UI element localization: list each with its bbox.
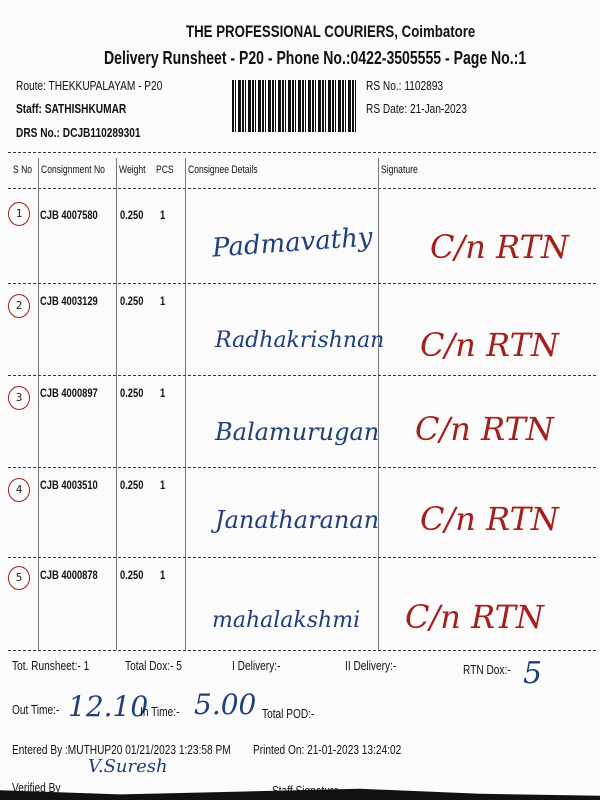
table-row: 4 CJB 4003510 0.250 1 Janatharanan C/n R… — [0, 474, 600, 564]
row-number: 4 — [8, 478, 30, 502]
divider — [8, 152, 596, 153]
tot-runsheet: Tot. Runsheet:- 1 — [12, 658, 90, 673]
barcode — [232, 80, 357, 132]
col-consignee: Consignee Details — [188, 164, 258, 176]
row-divider — [8, 650, 596, 651]
weight: 0.250 — [120, 568, 144, 582]
pcs: 1 — [160, 478, 166, 492]
i-delivery: I Delivery:- — [232, 658, 281, 673]
row-number: 2 — [8, 294, 30, 318]
consignment-no: CJB 4003129 — [40, 294, 98, 308]
row-divider — [8, 557, 596, 558]
weight: 0.250 — [120, 208, 144, 222]
consignment-no: CJB 4007580 — [40, 208, 98, 222]
col-weight: Weight — [119, 164, 146, 176]
pcs: 1 — [160, 208, 166, 222]
runsheet-subtitle: Delivery Runsheet - P20 - Phone No.:0422… — [104, 48, 527, 68]
verifier-signature: V.Suresh — [88, 756, 168, 777]
column-line — [378, 158, 379, 650]
column-line — [185, 158, 186, 650]
column-line — [38, 158, 39, 650]
route: Route: THEKKUPALAYAM - P20 — [16, 78, 163, 93]
row-divider — [8, 375, 596, 376]
row-divider — [8, 467, 596, 468]
ii-delivery: II Delivery:- — [345, 658, 397, 673]
col-sno: S No — [13, 164, 33, 176]
col-pcs: PCS — [156, 164, 174, 176]
col-signature: Signature — [381, 164, 418, 176]
entered-by: Entered By :MUTHUP20 01/21/2023 1:23:58 … — [12, 742, 231, 757]
divider — [8, 188, 596, 189]
total-dox: Total Dox:- 5 — [125, 658, 182, 673]
table-row: 2 CJB 4003129 0.250 1 Radhakrishnan C/n … — [0, 290, 600, 380]
rtn-dox-label: RTN Dox:- — [463, 662, 511, 677]
drs-number: DRS No.: DCJB110289301 — [16, 125, 141, 140]
consignment-no: CJB 4000897 — [40, 386, 98, 400]
rs-number: RS No.: 1102893 — [366, 78, 444, 93]
consignee-name: mahalakshmi — [212, 608, 361, 633]
in-time-value: 5.00 — [194, 688, 257, 721]
consignment-no: CJB 4003510 — [40, 478, 98, 492]
column-line — [116, 158, 117, 650]
consignee-name: Janatharanan — [215, 506, 380, 534]
col-consignment: Consignment No — [41, 164, 105, 176]
weight: 0.250 — [120, 294, 144, 308]
table-row: 5 CJB 4000878 0.250 1 mahalakshmi C/n RT… — [0, 564, 600, 654]
pcs: 1 — [160, 294, 166, 308]
rs-date: RS Date: 21-Jan-2023 — [366, 101, 467, 116]
row-number: 5 — [8, 566, 30, 590]
table-row: 1 CJB 4007580 0.250 1 Padmavathy C/n RTN — [0, 198, 600, 288]
pcs: 1 — [160, 568, 166, 582]
total-pod: Total POD:- — [262, 706, 315, 721]
consignee-name: Radhakrishnan — [215, 328, 385, 353]
row-divider — [8, 283, 596, 284]
consignment-no: CJB 4000878 — [40, 568, 98, 582]
consignee-name: Balamurugan — [215, 418, 380, 446]
company-title: THE PROFESSIONAL COURIERS, Coimbatore — [186, 22, 476, 41]
signature: C/n RTN — [420, 326, 559, 364]
weight: 0.250 — [120, 478, 144, 492]
rtn-dox-value: 5 — [523, 656, 543, 691]
out-time-value: 12.10 — [68, 690, 149, 723]
printed-on: Printed On: 21-01-2023 13:24:02 — [253, 742, 402, 757]
signature: C/n RTN — [430, 228, 569, 266]
staff: Staff: SATHISHKUMAR — [16, 101, 127, 116]
pcs: 1 — [160, 386, 166, 400]
torn-edge — [0, 788, 600, 800]
out-time-label: Out Time:- — [12, 702, 60, 717]
consignee-name: Padmavathy — [211, 222, 374, 264]
row-number: 1 — [8, 202, 30, 226]
table-row: 3 CJB 4000897 0.250 1 Balamurugan C/n RT… — [0, 382, 600, 472]
signature: C/n RTN — [415, 410, 554, 448]
in-time-label: In Time:- — [140, 704, 180, 719]
weight: 0.250 — [120, 386, 144, 400]
signature: C/n RTN — [420, 500, 559, 538]
row-number: 3 — [8, 386, 30, 410]
signature: C/n RTN — [405, 598, 544, 636]
